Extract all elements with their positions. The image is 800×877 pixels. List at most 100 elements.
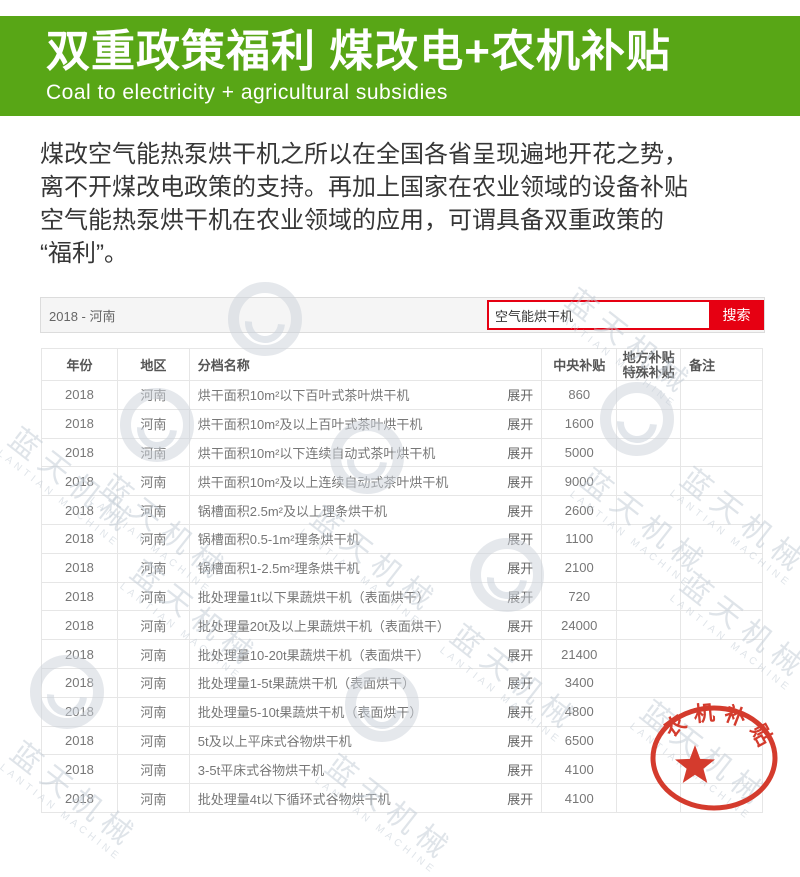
expand-link[interactable]: 展开 [507, 532, 534, 548]
cell-note [681, 582, 763, 612]
cell-central-subsidy: 4100 [542, 755, 618, 785]
page-banner: 双重政策福利 煤改电+农机补贴 Coal to electricity + ag… [0, 16, 800, 116]
cell-note [681, 467, 763, 497]
col-header-local-line1: 地方补贴 [622, 349, 675, 365]
stamp-text: 农机补贴 [659, 700, 781, 756]
cell-local-subsidy [617, 697, 682, 727]
table-row: 2018 河南 烘干面积10m²以下百叶式茶叶烘干机 展开 860 [42, 381, 763, 410]
cell-central-subsidy: 9000 [542, 467, 618, 497]
expand-link[interactable]: 展开 [507, 561, 534, 577]
expand-link[interactable]: 展开 [507, 618, 534, 634]
cell-central-subsidy: 1100 [542, 524, 618, 554]
cell-note [681, 611, 763, 641]
cell-region: 河南 [117, 611, 190, 641]
category-name-text: 3-5t平床式谷物烘干机 [197, 762, 325, 778]
cell-note [681, 697, 763, 727]
cell-region: 河南 [117, 784, 190, 813]
search-button[interactable]: 搜索 [709, 300, 764, 330]
table-row: 2018 河南 烘干面积10m²以下连续自动式茶叶烘干机 展开 5000 [42, 438, 763, 468]
expand-link[interactable]: 展开 [507, 503, 534, 519]
cell-region: 河南 [117, 524, 190, 554]
category-name-text: 烘干面积10m²以下连续自动式茶叶烘干机 [197, 445, 436, 461]
cell-year: 2018 [42, 755, 118, 785]
cell-note [681, 381, 763, 410]
cell-year: 2018 [42, 553, 118, 583]
cell-year: 2018 [42, 640, 118, 669]
cell-category-name: 3-5t平床式谷物烘干机 展开 [189, 755, 543, 785]
cell-note [681, 496, 763, 525]
cell-local-subsidy [617, 611, 682, 641]
cell-year: 2018 [42, 381, 118, 410]
table-header-row: 年份 地区 分档名称 中央补贴 地方补贴 特殊补贴 备注 [42, 349, 763, 381]
intro-line: 空气能热泵烘干机在农业领域的应用，可谓具备双重政策的 [40, 207, 664, 234]
expand-link[interactable]: 展开 [507, 791, 534, 807]
cell-category-name: 批处理量20t及以上果蔬烘干机（表面烘干） 展开 [189, 611, 543, 641]
cell-local-subsidy [617, 524, 682, 554]
cell-note [681, 668, 763, 698]
cell-local-subsidy [617, 553, 682, 583]
table-row: 2018 河南 批处理量1-5t果蔬烘干机（表面烘干） 展开 3400 [42, 668, 763, 698]
expand-link[interactable]: 展开 [507, 647, 534, 663]
table-row: 2018 河南 批处理量1t以下果蔬烘干机（表面烘干） 展开 720 [42, 582, 763, 612]
year-region-filter-label: 2018 - 河南 [49, 308, 116, 324]
cell-region: 河南 [117, 640, 190, 669]
table-row: 2018 河南 锅槽面积0.5-1m²理条烘干机 展开 1100 [42, 524, 763, 554]
cell-year: 2018 [42, 611, 118, 641]
expand-link[interactable]: 展开 [507, 417, 534, 433]
cell-local-subsidy [617, 755, 682, 785]
search-input[interactable] [487, 300, 709, 330]
cell-category-name: 批处理量4t以下循环式谷物烘干机 展开 [189, 784, 543, 813]
cell-local-subsidy [617, 467, 682, 497]
category-name-text: 5t及以上平床式谷物烘干机 [197, 733, 352, 749]
cell-note [681, 755, 763, 785]
cell-category-name: 锅槽面积1-2.5m²理条烘干机 展开 [189, 553, 543, 583]
cell-category-name: 批处理量5-10t果蔬烘干机（表面烘干） 展开 [189, 697, 543, 727]
cell-region: 河南 [117, 668, 190, 698]
expand-link[interactable]: 展开 [507, 445, 534, 461]
cell-region: 河南 [117, 409, 190, 439]
cell-region: 河南 [117, 381, 190, 410]
cell-note [681, 553, 763, 583]
col-header-central-subsidy: 中央补贴 [542, 349, 618, 381]
col-header-year: 年份 [42, 349, 118, 381]
cell-local-subsidy [617, 381, 682, 410]
cell-region: 河南 [117, 726, 190, 756]
cell-year: 2018 [42, 409, 118, 439]
cell-note [681, 438, 763, 468]
expand-link[interactable]: 展开 [507, 705, 534, 721]
cell-region: 河南 [117, 697, 190, 727]
cell-central-subsidy: 24000 [542, 611, 618, 641]
intro-line: 离不开煤改电政策的支持。再加上国家在农业领域的设备补贴 [40, 174, 688, 201]
cell-category-name: 锅槽面积2.5m²及以上理条烘干机 展开 [189, 496, 543, 525]
cell-region: 河南 [117, 755, 190, 785]
expand-link[interactable]: 展开 [507, 676, 534, 692]
cell-region: 河南 [117, 582, 190, 612]
banner-title: 双重政策福利 煤改电+农机补贴 [46, 27, 671, 76]
table-row: 2018 河南 5t及以上平床式谷物烘干机 展开 6500 [42, 726, 763, 756]
cell-local-subsidy [617, 640, 682, 669]
cell-category-name: 烘干面积10m²及以上百叶式茶叶烘干机 展开 [189, 409, 543, 439]
expand-link[interactable]: 展开 [507, 474, 534, 490]
cell-category-name: 批处理量1t以下果蔬烘干机（表面烘干） 展开 [189, 582, 543, 612]
agricultural-subsidy-stamp: 农机补贴 [650, 700, 781, 811]
table-row: 2018 河南 批处理量10-20t果蔬烘干机（表面烘干） 展开 21400 [42, 640, 763, 669]
expand-link[interactable]: 展开 [507, 733, 534, 749]
cell-local-subsidy [617, 496, 682, 525]
table-row: 2018 河南 烘干面积10m²及以上连续自动式茶叶烘干机 展开 9000 [42, 467, 763, 497]
cell-central-subsidy: 860 [542, 381, 618, 410]
cell-year: 2018 [42, 784, 118, 813]
table-row: 2018 河南 3-5t平床式谷物烘干机 展开 4100 [42, 755, 763, 785]
cell-note [681, 409, 763, 439]
expand-link[interactable]: 展开 [507, 388, 534, 404]
banner-subtitle: Coal to electricity + agricultural subsi… [46, 81, 448, 104]
cell-central-subsidy: 4100 [542, 784, 618, 813]
table-row: 2018 河南 锅槽面积2.5m²及以上理条烘干机 展开 2600 [42, 496, 763, 525]
expand-link[interactable]: 展开 [507, 589, 534, 605]
col-header-note: 备注 [681, 349, 763, 381]
intro-paragraph: 煤改空气能热泵烘干机之所以在全国各省呈现遍地开花之势， 离不开煤改电政策的支持。… [40, 138, 770, 270]
category-name-text: 锅槽面积2.5m²及以上理条烘干机 [197, 503, 388, 519]
cell-central-subsidy: 4800 [542, 697, 618, 727]
category-name-text: 批处理量4t以下循环式谷物烘干机 [197, 791, 391, 807]
expand-link[interactable]: 展开 [507, 762, 534, 778]
cell-note [681, 640, 763, 669]
